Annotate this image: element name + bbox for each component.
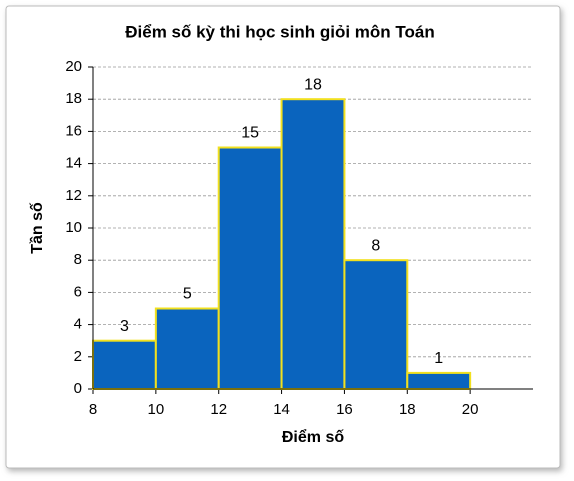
x-tick-label: 12	[210, 401, 227, 418]
data-label: 8	[371, 237, 380, 254]
y-tick-label: 12	[65, 187, 82, 204]
x-tick-label: 10	[148, 401, 165, 418]
y-tick-label: 0	[74, 380, 82, 397]
x-tick-label: 20	[462, 401, 479, 418]
y-tick-label: 20	[65, 58, 82, 75]
data-label: 3	[120, 318, 129, 335]
bar	[154, 307, 220, 390]
data-label: 15	[241, 125, 259, 142]
x-tick-label: 18	[399, 401, 416, 418]
y-tick-label: 18	[65, 90, 82, 107]
data-label: 1	[434, 350, 443, 367]
chart-title: Điểm số kỳ thi học sinh giỏi môn Toán	[125, 22, 435, 41]
x-tick-label: 16	[336, 401, 353, 418]
bar	[280, 98, 346, 390]
y-tick-label: 8	[74, 251, 82, 268]
bar	[343, 259, 409, 391]
bar	[217, 146, 283, 390]
data-label: 5	[183, 286, 192, 303]
bar	[406, 371, 472, 390]
y-axis-label: Tần số	[29, 202, 46, 254]
y-tick-label: 14	[65, 155, 82, 172]
y-tick-label: 2	[74, 348, 82, 365]
y-tick-label: 4	[74, 316, 82, 333]
x-axis-label: Điểm số	[282, 428, 344, 446]
y-tick-label: 6	[74, 283, 82, 300]
bar	[92, 339, 157, 391]
data-label: 18	[304, 76, 322, 93]
y-tick-label: 16	[65, 122, 82, 139]
x-tick-label: 14	[273, 401, 290, 418]
y-tick-label: 10	[65, 219, 82, 236]
x-tick-label: 8	[89, 401, 97, 418]
